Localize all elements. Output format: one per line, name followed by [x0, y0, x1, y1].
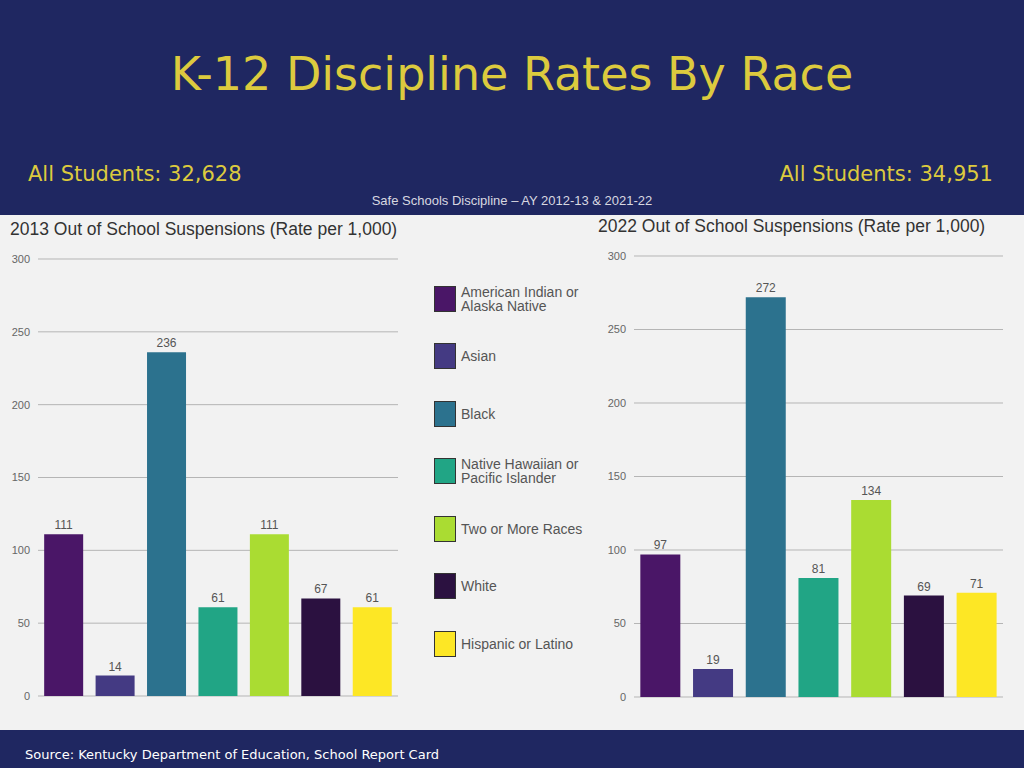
- html-text:Hispanic or Latino: Hispanic or Latino: [461, 635, 574, 652]
- html-text:2013 Out of School Suspensions: 2013 Out of School Suspensions (Rate per…: [10, 219, 398, 239]
- svg-text:69: 69: [917, 580, 931, 594]
- svg-text:200: 200: [12, 399, 30, 411]
- html-text:All Students: 34,951: All Students: 34,951: [779, 162, 993, 186]
- svg-text:50: 50: [614, 617, 626, 629]
- svg-text:71: 71: [970, 577, 984, 591]
- svg-text:150: 150: [12, 471, 30, 483]
- html-text:Native Hawaiian or Pacific Isl: Native Hawaiian or Pacific Islander: [461, 456, 579, 487]
- svg-text:200: 200: [608, 397, 626, 409]
- html-text:All Students: 32,628: All Students: 32,628: [28, 162, 242, 186]
- html-text:2022 Out of School Suspensions: 2022 Out of School Suspensions (Rate per…: [598, 216, 986, 236]
- svg-text:61: 61: [366, 591, 380, 605]
- svg-text:134: 134: [861, 484, 881, 498]
- html-text:White: White: [461, 578, 497, 595]
- svg-text:150: 150: [608, 470, 626, 482]
- svg-text:100: 100: [12, 544, 30, 556]
- html-text:K-12 Discipline Rates By Race: K-12 Discipline Rates By Race: [170, 47, 854, 101]
- svg-text:61: 61: [211, 591, 225, 605]
- svg-text:272: 272: [756, 281, 776, 295]
- svg-text:97: 97: [654, 538, 668, 552]
- svg-text:300: 300: [608, 250, 626, 262]
- html-text:Black: Black: [461, 405, 496, 422]
- svg-text:111: 111: [260, 518, 279, 532]
- html-text:Asian: Asian: [461, 348, 496, 365]
- svg-text:111: 111: [55, 518, 74, 532]
- svg-text:67: 67: [314, 582, 328, 596]
- svg-text:250: 250: [608, 323, 626, 335]
- svg-text:250: 250: [12, 326, 30, 338]
- html-text:American Indian or Alaska Nati: American Indian or Alaska Native: [461, 283, 579, 314]
- svg-text:19: 19: [706, 653, 720, 667]
- html-text:Source: Kentucky Department of: Source: Kentucky Department of Education…: [25, 747, 439, 762]
- svg-text:81: 81: [812, 562, 826, 576]
- svg-text:300: 300: [12, 253, 30, 265]
- svg-text:50: 50: [18, 617, 30, 629]
- html-text:Two or More Races: Two or More Races: [461, 520, 583, 537]
- svg-text:14: 14: [108, 660, 122, 674]
- html-text:Safe Schools Discipline – AY 2: Safe Schools Discipline – AY 2012-13 & 2…: [371, 193, 653, 208]
- svg-text:236: 236: [157, 336, 177, 350]
- svg-text:0: 0: [24, 690, 30, 702]
- svg-text:100: 100: [608, 544, 626, 556]
- svg-text:0: 0: [620, 691, 626, 703]
